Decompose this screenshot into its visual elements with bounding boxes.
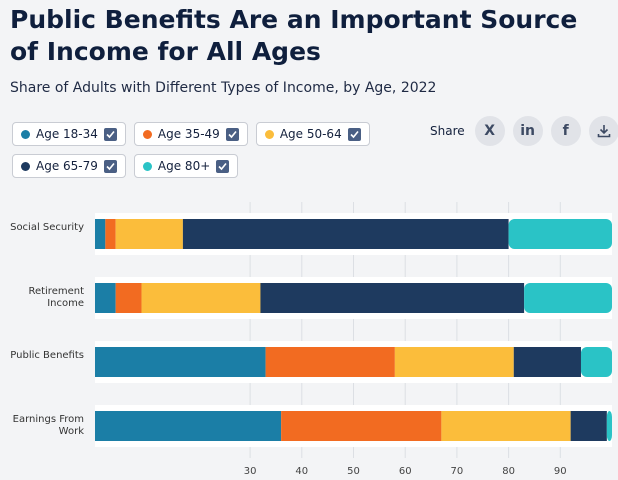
bar-segment bbox=[281, 411, 442, 441]
y-tick-label: Social Security bbox=[10, 222, 84, 233]
bar-segment bbox=[513, 347, 581, 377]
legend-label: Age 50-64 bbox=[279, 127, 342, 141]
y-tick-label: Retirement Income bbox=[28, 286, 84, 309]
bar-segment bbox=[141, 283, 261, 313]
x-tick-label: 50 bbox=[347, 466, 360, 477]
x-tick-label: 90 bbox=[554, 466, 567, 477]
bar-segment bbox=[606, 411, 612, 441]
check-icon bbox=[350, 130, 359, 138]
legend-swatch bbox=[21, 129, 30, 139]
bar-segment bbox=[115, 219, 183, 249]
bar-segment bbox=[95, 411, 282, 441]
share-label: Share bbox=[430, 124, 465, 138]
check-icon bbox=[228, 130, 237, 138]
legend-swatch bbox=[21, 161, 30, 171]
bar-segment bbox=[95, 283, 116, 313]
bar-segment bbox=[265, 347, 395, 377]
y-tick-label: Public Benefits bbox=[10, 350, 84, 361]
legend-item[interactable]: Age 18-34 bbox=[12, 122, 126, 146]
legend-checkbox[interactable] bbox=[216, 159, 230, 173]
bar-segment bbox=[524, 283, 612, 313]
legend-item[interactable]: Age 65-79 bbox=[12, 154, 126, 178]
bar-segment bbox=[508, 219, 612, 249]
x-tick-label: 70 bbox=[451, 466, 464, 477]
legend-label: Age 80+ bbox=[157, 159, 211, 173]
x-tick-label: 30 bbox=[244, 466, 257, 477]
check-icon bbox=[106, 130, 115, 138]
bar-segment bbox=[182, 219, 509, 249]
check-icon bbox=[106, 162, 115, 170]
bar-segment bbox=[570, 411, 607, 441]
bar-segment bbox=[580, 347, 612, 377]
legend-checkbox[interactable] bbox=[103, 159, 117, 173]
legend-item[interactable]: Age 35-49 bbox=[133, 122, 248, 146]
bar-segment bbox=[394, 347, 514, 377]
check-icon bbox=[218, 162, 227, 170]
download-icon bbox=[597, 125, 610, 138]
bar-segment bbox=[260, 283, 525, 313]
legend-checkbox[interactable] bbox=[103, 127, 117, 141]
chart: 30 40 50 60 70 80 90 bbox=[95, 202, 612, 477]
legend-item[interactable]: Age 50-64 bbox=[255, 122, 370, 146]
chart-title: Public Benefits Are an Important Source … bbox=[10, 5, 578, 66]
share-button[interactable]: X bbox=[474, 116, 505, 146]
download-button[interactable] bbox=[588, 116, 618, 146]
bar-segment bbox=[95, 219, 106, 249]
legend-label: Age 65-79 bbox=[36, 159, 98, 173]
legend-swatch bbox=[264, 129, 274, 139]
share-button[interactable]: f bbox=[550, 116, 581, 146]
x-tick-label: 80 bbox=[502, 466, 515, 477]
x-tick-label: 40 bbox=[295, 466, 308, 477]
legend-item[interactable]: Age 80+ bbox=[133, 154, 239, 178]
legend: Age 18-34 Age 35-49 Age 50-64 Age 65-79 Age … bbox=[12, 122, 372, 178]
legend-swatch bbox=[142, 129, 152, 139]
legend-label: Age 18-34 bbox=[36, 127, 98, 141]
legend-checkbox[interactable] bbox=[347, 127, 361, 141]
bar-segment bbox=[95, 347, 266, 377]
bar-segment bbox=[441, 411, 571, 441]
share-button[interactable]: in bbox=[512, 116, 543, 146]
bar-segment bbox=[105, 219, 116, 249]
y-tick-label: Earnings From Work bbox=[12, 414, 84, 437]
legend-checkbox[interactable] bbox=[225, 127, 239, 141]
legend-swatch bbox=[142, 161, 152, 171]
legend-label: Age 35-49 bbox=[157, 127, 220, 141]
bar-segment bbox=[115, 283, 142, 313]
chart-subtitle: Share of Adults with Different Types of … bbox=[10, 80, 437, 96]
x-tick-label: 60 bbox=[399, 466, 412, 477]
